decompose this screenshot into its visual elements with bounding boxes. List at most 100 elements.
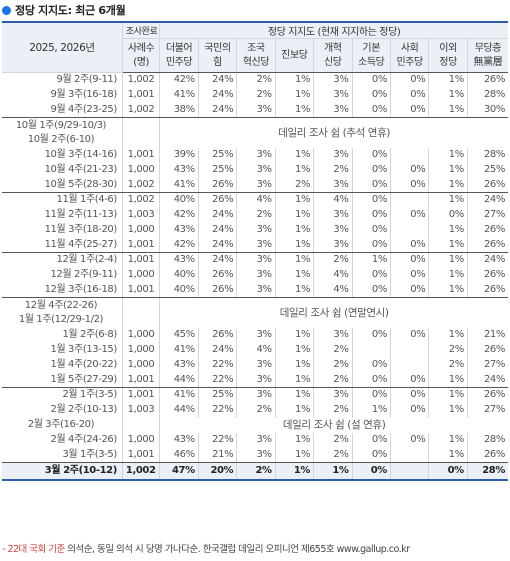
- row-value: 1%: [428, 387, 468, 403]
- party-header-line: 민주당: [396, 56, 423, 68]
- latest-value: 0%: [351, 462, 391, 481]
- row-value: 43%: [159, 162, 199, 178]
- row-period: 12월 3주(16-18): [2, 282, 123, 298]
- row-value: 2%: [313, 372, 353, 388]
- row-value: 26%: [466, 177, 508, 193]
- row-value: 0%: [389, 282, 430, 298]
- row-value: 1%: [428, 87, 468, 103]
- row-value: 4%: [313, 192, 353, 208]
- latest-value: 47%: [159, 462, 199, 481]
- party-header-line: 힘: [213, 56, 222, 68]
- row-value: 26%: [197, 327, 238, 343]
- row-value: 2%: [236, 207, 276, 223]
- party-header: 무당층 無黨層: [466, 38, 508, 73]
- row-sample-size: 1,000: [121, 162, 161, 178]
- pause-period-line: 1월 1주(12/29-1/2): [18, 313, 104, 325]
- row-value: 3%: [236, 372, 276, 388]
- row-value: 24%: [197, 87, 238, 103]
- row-value: 24%: [466, 252, 508, 268]
- row-value: 26%: [466, 447, 508, 463]
- row-value: 2%: [313, 447, 353, 463]
- latest-value: 2%: [236, 462, 276, 481]
- row-value: 3%: [313, 102, 353, 118]
- row-value: 0%: [389, 267, 430, 283]
- row-value: 0%: [389, 162, 430, 178]
- row-value: 25%: [197, 162, 238, 178]
- latest-value: 20%: [197, 462, 238, 481]
- row-value: 24%: [197, 102, 238, 118]
- row-value: 1%: [274, 222, 315, 238]
- row-value: 0%: [389, 207, 430, 223]
- row-period: 2월 1주(3-5): [2, 387, 123, 403]
- sample-header-line1: 사례수: [127, 42, 155, 54]
- row-value: 24%: [197, 252, 238, 268]
- row-value: 24%: [466, 372, 508, 388]
- table-row: 12월 2주(9-11) 1,000 40% 26% 3% 1% 4% 0% 0% 1% 26%: [2, 267, 508, 283]
- row-value: 1%: [428, 432, 468, 448]
- row-value: 27%: [466, 402, 508, 418]
- row-value: 3%: [313, 327, 353, 343]
- row-sample-size: 1,000: [121, 357, 161, 373]
- pause-period: 12월 4주(22-26) 1월 1주(12/29-1/2): [2, 297, 123, 328]
- table-row: 3월 1주(3-5) 1,001 46% 21% 3% 1% 2% 0% 1% 26%: [2, 447, 508, 463]
- row-value: 26%: [466, 72, 508, 88]
- row-period: 9월 2주(9-11): [2, 72, 123, 88]
- row-period: 9월 4주(23-25): [2, 102, 123, 118]
- row-value: 26%: [466, 267, 508, 283]
- row-value: 24%: [197, 342, 238, 358]
- row-value: 26%: [197, 267, 238, 283]
- row-sample-size: 1,001: [121, 447, 161, 463]
- row-value: 0%: [351, 237, 391, 253]
- row-value: 26%: [197, 192, 238, 208]
- row-value: 26%: [466, 342, 508, 358]
- row-period: 1월 4주(20-22): [2, 357, 123, 373]
- table-row: 1월 4주(20-22) 1,000 43% 22% 3% 1% 2% 0% 2% 27%: [2, 357, 508, 373]
- row-value: 0%: [351, 207, 391, 223]
- row-value: 0%: [389, 72, 430, 88]
- party-header-line: 소득당: [358, 56, 385, 68]
- party-header: 사회 민주당: [389, 38, 430, 73]
- row-value: [389, 222, 430, 238]
- row-value: 0%: [389, 387, 430, 403]
- row-value: 21%: [466, 327, 508, 343]
- row-period: 9월 3주(16-18): [2, 87, 123, 103]
- party-header: 더불어 민주당: [159, 38, 199, 73]
- party-header-line: 기본: [362, 42, 381, 54]
- header-row-parties: 사례수 (명) 더불어 민주당 국민의 힘 조국 혁신당 진보당 개혁 신당 기본 소득당 사회 민주당 이…: [2, 38, 508, 73]
- row-value: 41%: [159, 342, 199, 358]
- row-value: 2%: [236, 72, 276, 88]
- row-value: 0%: [389, 402, 430, 418]
- row-value: 44%: [159, 372, 199, 388]
- row-value: 0%: [389, 252, 430, 268]
- party-header-line: 국민의: [204, 42, 231, 54]
- row-value: 0%: [351, 327, 391, 343]
- row-value: 3%: [236, 252, 276, 268]
- row-sample-size: 1,003: [121, 402, 161, 418]
- row-period: 10월 3주(14-16): [2, 147, 123, 163]
- row-value: 38%: [159, 102, 199, 118]
- row-value: 22%: [197, 402, 238, 418]
- survey-pause-row: 10월 1주(9/29-10/3) 10월 2주(6-10) 데일리 조사 쉼 (추…: [2, 117, 508, 148]
- table-row: 2월 4주(24-26) 1,000 43% 22% 3% 1% 2% 0% 0% 1% 28%: [2, 432, 508, 448]
- row-value: 26%: [197, 177, 238, 193]
- row-value: 28%: [466, 87, 508, 103]
- row-value: 0%: [351, 222, 391, 238]
- row-period: 2월 2주(10-13): [2, 402, 123, 418]
- table-row: 11월 4주(25-27) 1,001 42% 24% 3% 1% 3% 0% 0% 1% 26%: [2, 237, 508, 253]
- row-value: 1%: [428, 402, 468, 418]
- survey-pause-row: 12월 4주(22-26) 1월 1주(12/29-1/2) 데일리 조사 쉼 (연…: [2, 297, 508, 328]
- row-value: 1%: [274, 102, 315, 118]
- row-value: 1%: [274, 357, 315, 373]
- row-sample-size: 1,001: [121, 252, 161, 268]
- bullet-icon: [2, 5, 11, 15]
- pause-note: 데일리 조사 쉼 (추석 연휴): [159, 117, 508, 148]
- row-sample-size: 1,001: [121, 387, 161, 403]
- row-sample-size: 1,000: [121, 267, 161, 283]
- row-value: 40%: [159, 282, 199, 298]
- row-value: 3%: [313, 177, 353, 193]
- pause-period-line: 2월 3주(16-20): [27, 419, 95, 430]
- page-title: 정당 지지도: 최근 6개월: [15, 4, 126, 17]
- row-sample-size: 1,001: [121, 282, 161, 298]
- row-value: 26%: [466, 237, 508, 253]
- party-header-line: 정당: [439, 56, 457, 68]
